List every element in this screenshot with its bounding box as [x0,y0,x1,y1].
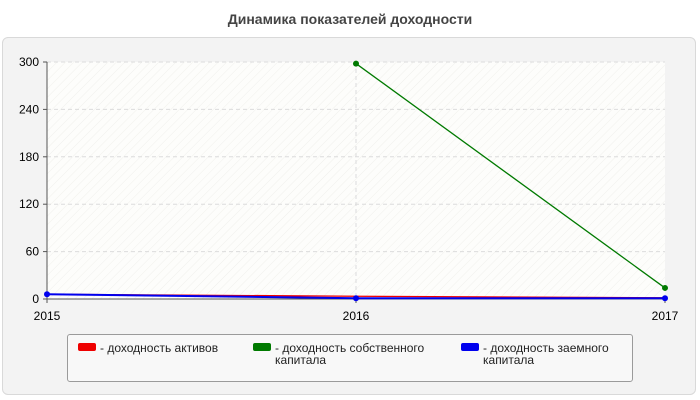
x-tick-label: 2015 [34,309,61,323]
data-point-1 [662,284,668,291]
chart-title: Динамика показателей доходности [227,11,473,27]
y-tick-label: 180 [19,150,39,164]
data-point-1 [353,60,359,67]
x-tick-label: 2017 [652,309,679,323]
legend-label-debt: - доходность заемного капитала [483,341,609,367]
legend-swatch-debt [461,343,479,351]
legend-label-equity: - доходность собственного капитала [275,341,425,367]
legend-swatch-equity [253,343,271,351]
y-tick-label: 240 [19,102,39,116]
y-tick-label: 300 [19,55,39,69]
legend-label-assets: - доходность активов [100,341,219,355]
legend: - доходность активов - доходность собств… [67,334,633,382]
series-line-1 [355,63,666,289]
data-point-2 [44,291,50,298]
x-tick-label: 2016 [343,309,370,323]
data-point-2 [662,295,668,302]
legend-swatch-assets [78,343,96,351]
y-tick-label: 0 [32,292,39,306]
y-tick-label: 120 [19,197,39,211]
data-point-2 [353,295,359,302]
y-tick-label: 60 [26,245,40,259]
